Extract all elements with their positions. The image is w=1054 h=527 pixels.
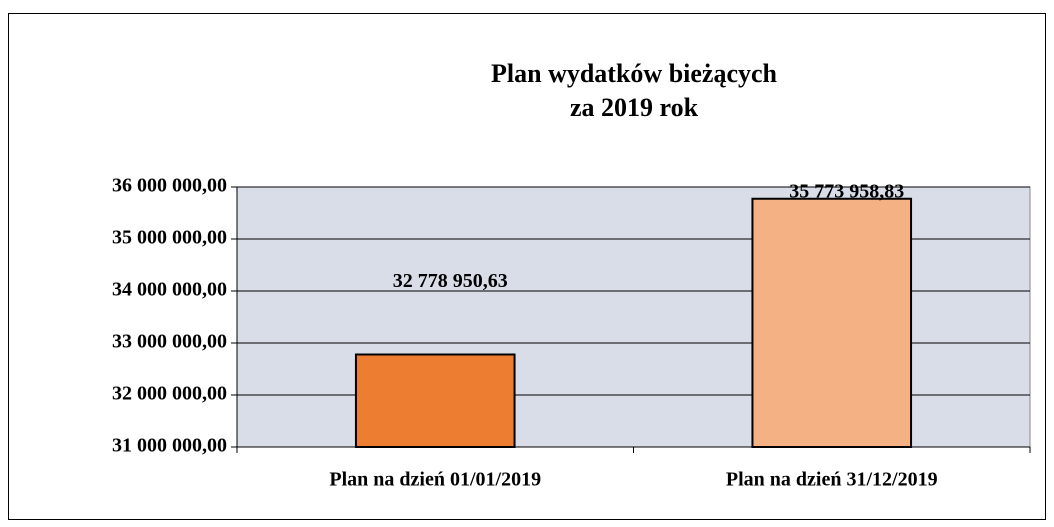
chart-title: Plan wydatków bieżących [491,59,778,88]
x-tick-label: Plan na dzień 01/01/2019 [329,469,541,491]
y-tick-label: 32 000 000,00 [112,383,227,405]
y-tick-label: 33 000 000,00 [112,331,227,353]
y-tick-label: 31 000 000,00 [112,435,227,457]
y-tick-label: 36 000 000,00 [112,175,227,197]
y-tick-label: 35 000 000,00 [112,227,227,249]
bar [751,197,913,448]
chart-title: za 2019 rok [570,93,699,122]
value-label: 35 773 958,83 [789,180,904,202]
x-tick-label: Plan na dzień 31/12/2019 [726,469,938,491]
y-tick-label: 34 000 000,00 [112,279,227,301]
bar [354,353,516,448]
value-label: 32 778 950,63 [393,270,508,292]
